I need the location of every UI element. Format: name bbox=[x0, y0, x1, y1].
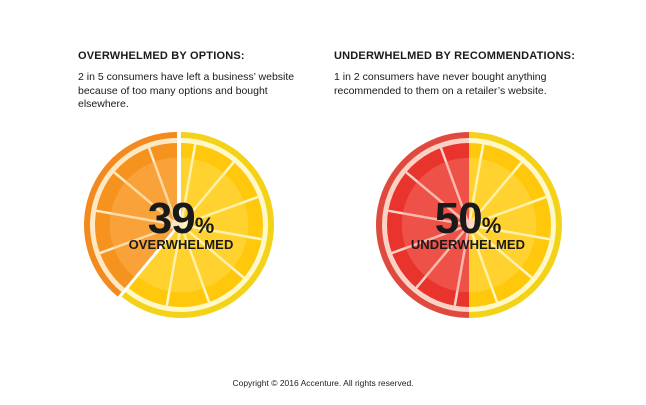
segment-line bbox=[415, 223, 471, 289]
segment-line bbox=[179, 223, 210, 303]
segment-line bbox=[467, 223, 498, 303]
segment-line bbox=[113, 171, 179, 227]
segment-line bbox=[405, 171, 471, 227]
segment-line bbox=[387, 209, 471, 227]
slice-overwhelmed bbox=[84, 132, 183, 297]
segment-line bbox=[467, 196, 547, 227]
chart-title: UNDERWHELMED BY RECOMMENDATIONS: bbox=[334, 50, 576, 62]
stat-percent: % bbox=[481, 213, 502, 238]
orange-pie-chart bbox=[84, 132, 275, 318]
slice-other bbox=[463, 132, 562, 318]
highlight bbox=[401, 157, 469, 293]
stat-block: 50% UNDERWHELMED bbox=[368, 194, 568, 253]
chart-description: 1 in 2 consumers have never bought anyth… bbox=[334, 71, 547, 97]
segment-line bbox=[440, 147, 471, 227]
chart-title: OVERWHELMED BY OPTIONS: bbox=[78, 50, 245, 62]
stat-value: 50 bbox=[434, 194, 483, 243]
segment-line bbox=[467, 223, 551, 241]
segment-line bbox=[95, 209, 179, 227]
segment-line bbox=[179, 161, 235, 227]
highlight bbox=[109, 157, 177, 277]
flesh bbox=[469, 143, 551, 307]
copyright-footer: Copyright © 2016 Accenture. All rights r… bbox=[232, 378, 414, 388]
segment-line bbox=[453, 223, 471, 307]
flesh bbox=[387, 143, 469, 307]
stat-label: OVERWHELMED bbox=[128, 237, 234, 252]
stat-percent: % bbox=[194, 213, 215, 238]
segment-line bbox=[179, 196, 259, 227]
core bbox=[171, 219, 183, 231]
core bbox=[463, 219, 475, 231]
flesh bbox=[95, 143, 177, 289]
highlight bbox=[138, 157, 249, 293]
segment-line bbox=[467, 143, 485, 227]
slice-underwhelmed bbox=[376, 132, 475, 318]
slice-other bbox=[121, 132, 275, 318]
stat-value: 39 bbox=[147, 194, 196, 243]
stat-block: 39% OVERWHELMED bbox=[81, 194, 281, 253]
segment-line bbox=[391, 223, 471, 254]
segment-line bbox=[99, 223, 179, 254]
highlight bbox=[469, 157, 537, 293]
grapefruit-pie-chart bbox=[376, 132, 562, 318]
segment-line bbox=[179, 143, 197, 227]
chart-description: 2 in 5 consumers have left a business’ w… bbox=[78, 71, 295, 110]
segment-line bbox=[148, 147, 179, 227]
segment-line bbox=[467, 161, 523, 227]
stat-label: UNDERWHELMED bbox=[410, 237, 526, 252]
segment-line bbox=[179, 223, 245, 279]
segment-line bbox=[179, 223, 263, 241]
segment-line bbox=[467, 223, 533, 279]
segment-line bbox=[165, 223, 183, 307]
